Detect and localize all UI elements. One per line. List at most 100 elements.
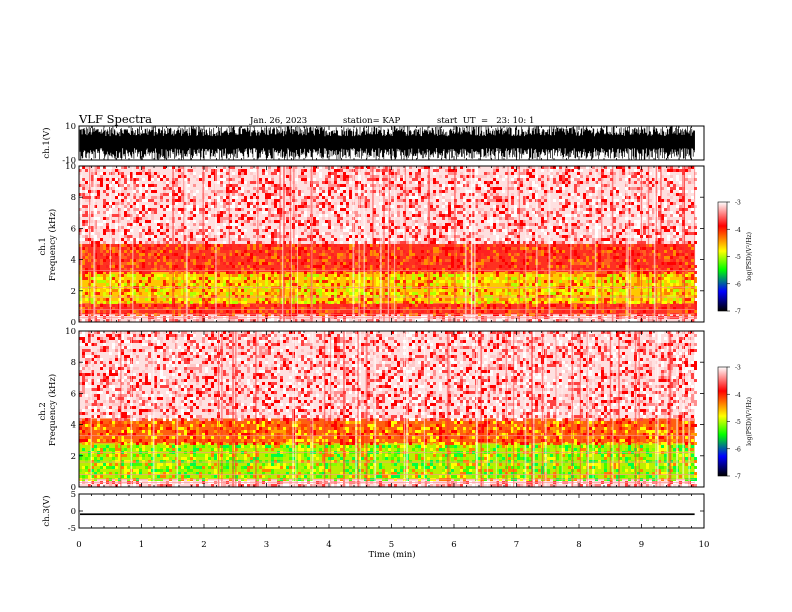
spectrogram-cell [694, 226, 697, 229]
spectrogram-cell [613, 214, 616, 217]
spectrogram-cell [79, 205, 82, 208]
spectrogram-cell [511, 208, 514, 211]
spectrogram-cell [673, 253, 676, 256]
spectrogram-cell [520, 178, 523, 181]
spectrogram-cell [508, 247, 511, 250]
spectrogram-cell [271, 259, 274, 262]
spectrogram-cell [526, 223, 529, 226]
spectrogram-cell [595, 223, 598, 226]
spectrogram-cell [526, 166, 529, 169]
spectrogram-cell [439, 280, 442, 283]
spectrogram-cell [577, 172, 580, 175]
spectrogram-cell [517, 253, 520, 256]
spectrogram-cell [361, 187, 364, 190]
spectrogram-cell [643, 226, 646, 229]
spectrogram-cell [304, 268, 307, 271]
spectrogram-cell [343, 184, 346, 187]
spectrogram-cell [613, 259, 616, 262]
spectrogram-cell [565, 214, 568, 217]
spectrogram-cell [439, 190, 442, 193]
spectrogram-cell [163, 268, 166, 271]
spectrogram-cell [181, 292, 184, 295]
spectrogram-cell [103, 253, 106, 256]
spectrogram-cell [622, 289, 625, 292]
spectrogram-cell [688, 223, 691, 226]
spectrogram-cell [673, 202, 676, 205]
spectrogram-cell [316, 184, 319, 187]
spectrogram-cell [349, 292, 352, 295]
spectrogram-cell [487, 259, 490, 262]
spectrogram-cell [607, 184, 610, 187]
spectrogram-cell [250, 181, 253, 184]
spectrogram-cell [376, 217, 379, 220]
spectrogram-cell [313, 259, 316, 262]
spectrogram-cell [658, 268, 661, 271]
spectrogram-cell [397, 166, 400, 169]
spectrogram-cell [553, 223, 556, 226]
spectrogram-cell [397, 208, 400, 211]
spectrogram-cell [583, 208, 586, 211]
spectrogram-cell [178, 226, 181, 229]
spectrogram-cell [520, 274, 523, 277]
spectrogram-cell [232, 199, 235, 202]
spectrogram-cell [664, 178, 667, 181]
spectrogram-cell [694, 286, 697, 289]
spectrogram-cell [565, 256, 568, 259]
spectrogram-cell [499, 187, 502, 190]
spectrogram-cell [265, 193, 268, 196]
spectrogram-cell [241, 253, 244, 256]
spectrogram-cell [526, 178, 529, 181]
spectrogram-cell [394, 268, 397, 271]
spectrogram-cell [577, 256, 580, 259]
spectrogram-cell [220, 178, 223, 181]
spectrogram-cell [652, 265, 655, 268]
spectrogram-cell [634, 262, 637, 265]
spectrogram-cell [325, 178, 328, 181]
spectrogram-cell [628, 199, 631, 202]
spectrogram-cell [361, 184, 364, 187]
spectrogram-cell [619, 289, 622, 292]
spectrogram-cell [136, 289, 139, 292]
spectrogram-cell [598, 211, 601, 214]
spectrogram-cell [313, 172, 316, 175]
spectrogram-cell [304, 226, 307, 229]
spectrogram-cell [229, 190, 232, 193]
spectrogram-cell [184, 274, 187, 277]
spectrogram-cell [394, 226, 397, 229]
spectrogram-cell [646, 178, 649, 181]
spectrogram-cell [685, 256, 688, 259]
spectrogram-cell [337, 277, 340, 280]
spectrogram-cell [127, 280, 130, 283]
spectrogram-cell [688, 166, 691, 169]
spectrogram-cell [244, 247, 247, 250]
spectrogram-cell [451, 211, 454, 214]
spectrogram-cell [472, 169, 475, 172]
spectrogram-cell [679, 196, 682, 199]
spectrogram-cell [226, 280, 229, 283]
spectrogram-cell [544, 244, 547, 247]
spectrogram-cell [265, 277, 268, 280]
spectrogram-cell [484, 196, 487, 199]
spectrogram-cell [199, 247, 202, 250]
spectrogram-cell [616, 193, 619, 196]
spectrogram-cell [223, 169, 226, 172]
spectrogram-cell [445, 229, 448, 232]
spectrogram-cell [433, 229, 436, 232]
spectrogram-cell [637, 223, 640, 226]
spectrogram-cell [520, 247, 523, 250]
spectrogram-cell [397, 274, 400, 277]
spectrogram-cell [346, 169, 349, 172]
spectrogram-cell [385, 184, 388, 187]
spectrogram-cell [460, 268, 463, 271]
spectrogram-cell [220, 283, 223, 286]
spectrogram-cell [94, 226, 97, 229]
spectrogram-cell [229, 271, 232, 274]
spectrogram-cell [313, 268, 316, 271]
spectrogram-cell [598, 184, 601, 187]
spectrogram-cell [97, 211, 100, 214]
spectrogram-cell [580, 211, 583, 214]
spectrogram-cell [502, 259, 505, 262]
spectrogram-cell [148, 187, 151, 190]
spectrogram-cell [610, 283, 613, 286]
spectrogram-cell [226, 292, 229, 295]
